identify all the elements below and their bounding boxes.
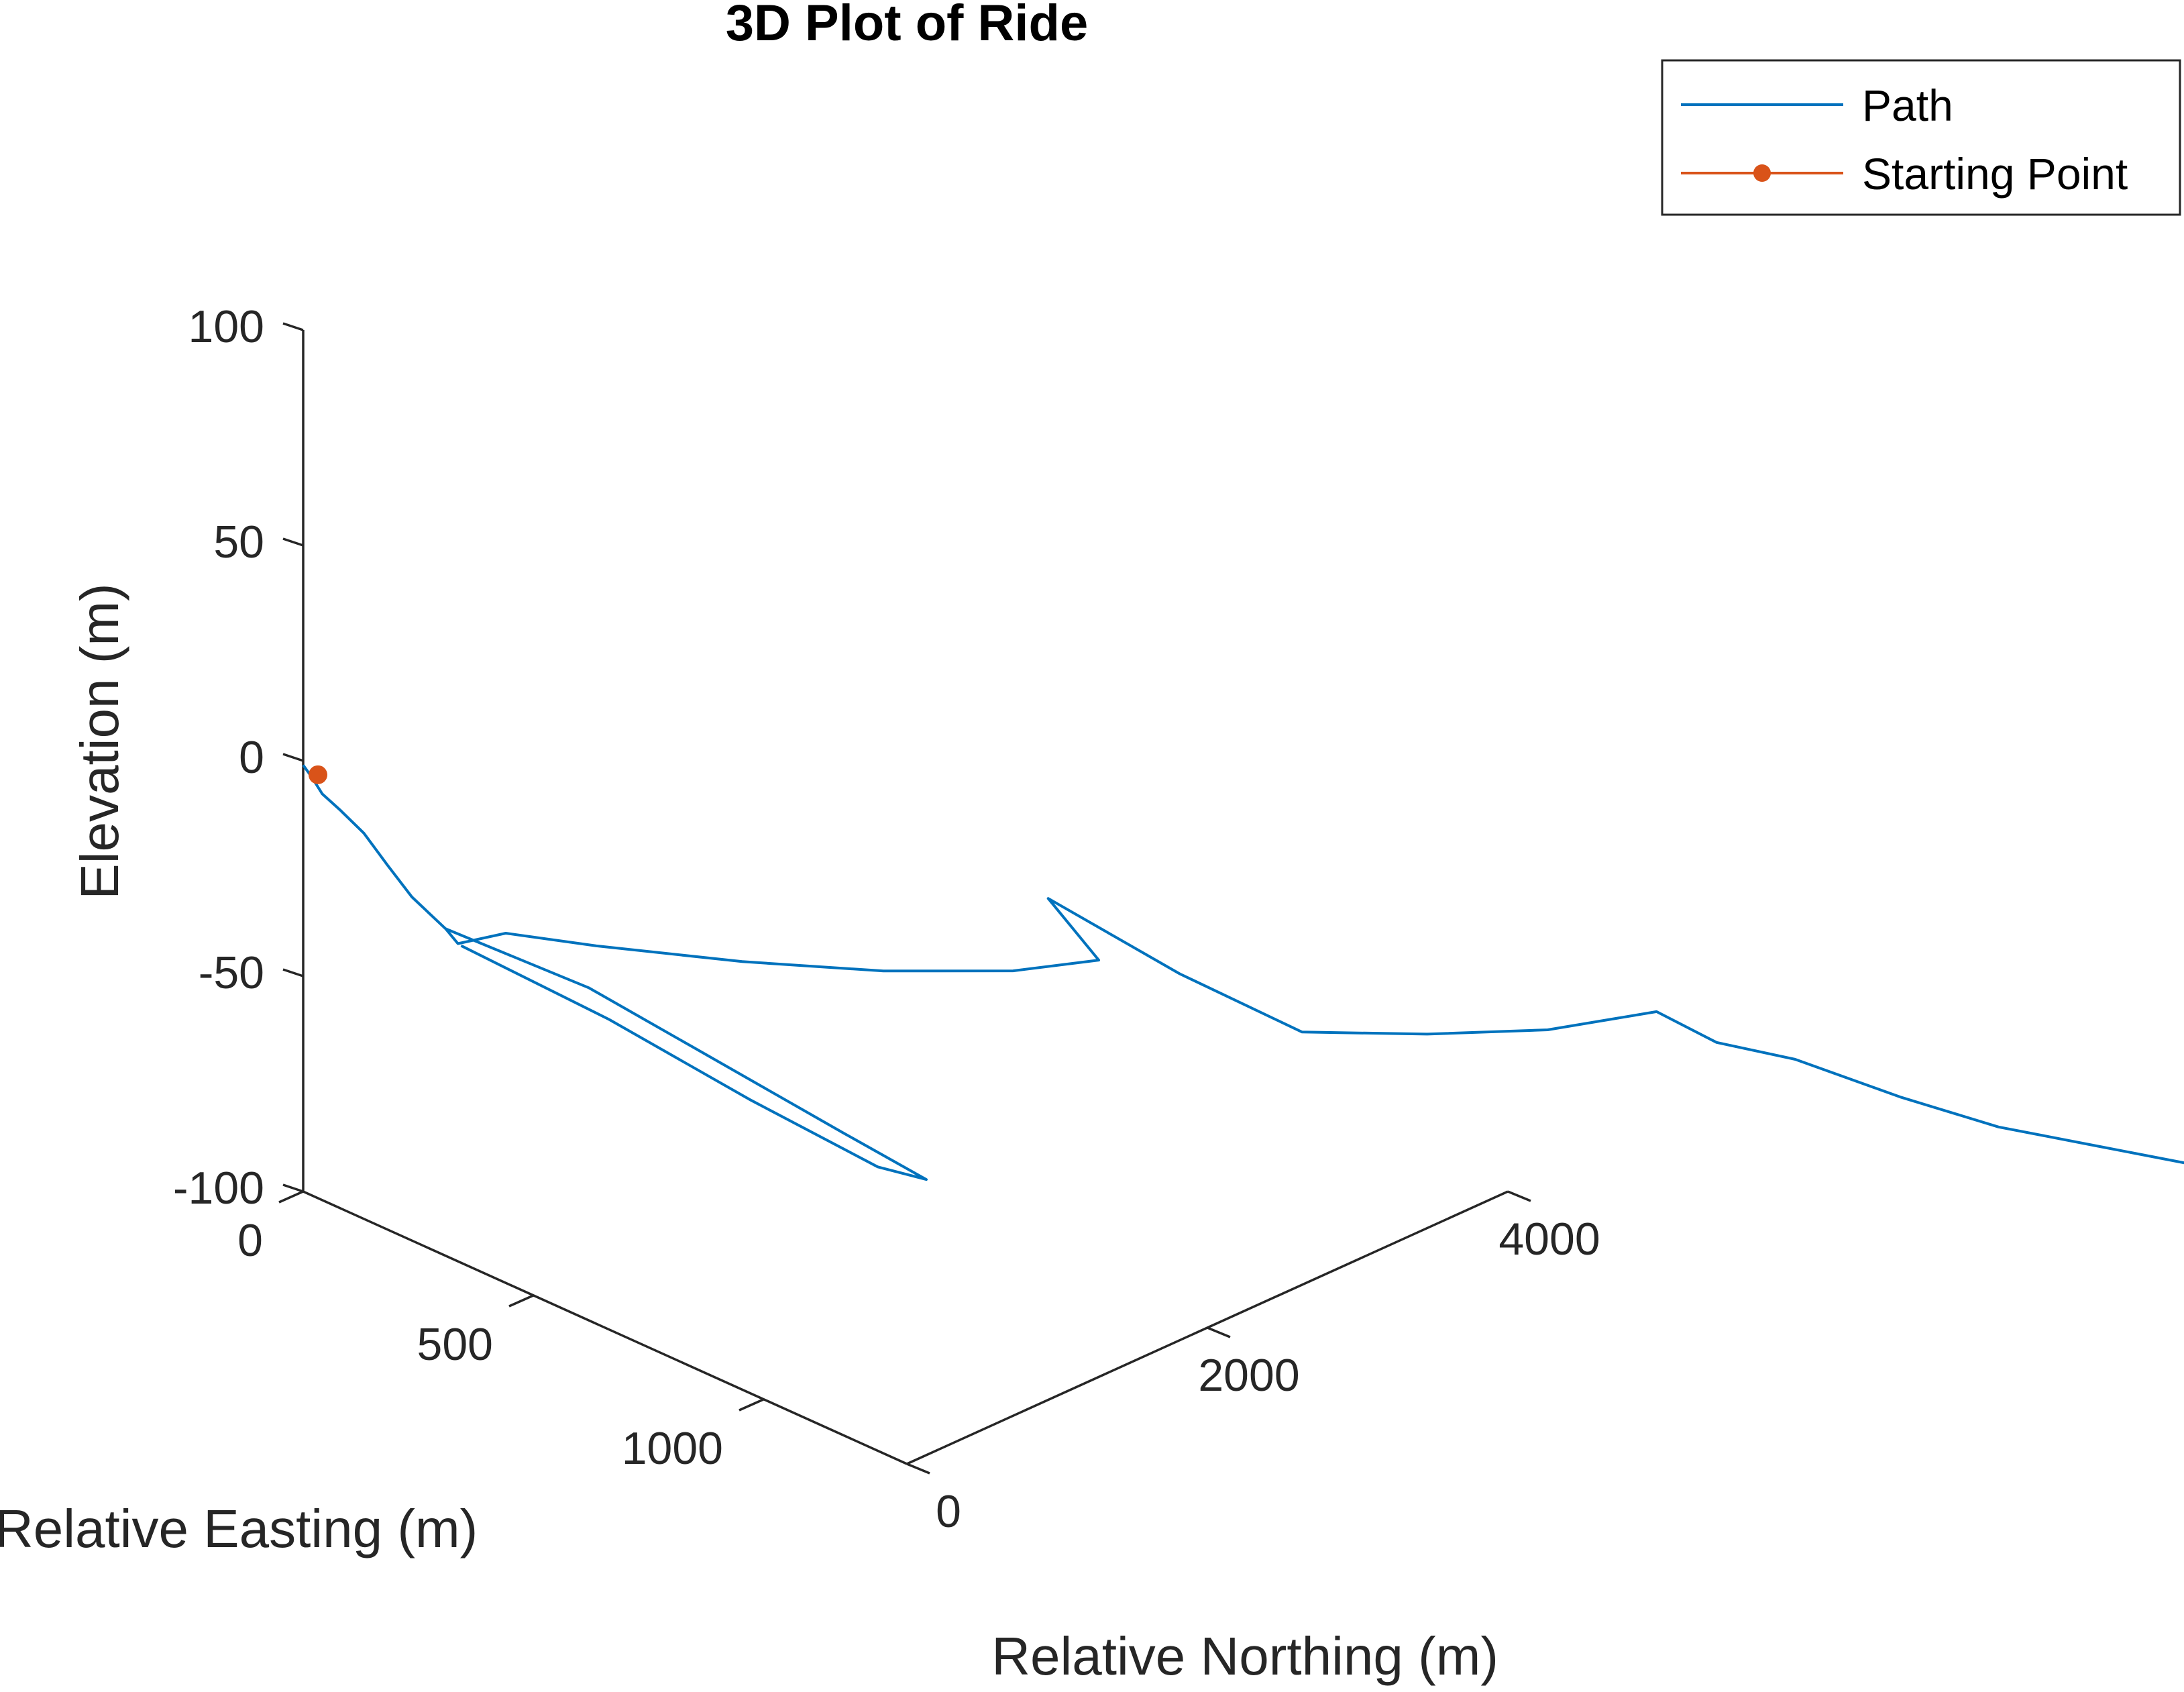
- z-tick-label: 100: [188, 301, 264, 352]
- y-tick-label: 2000: [1198, 1350, 1299, 1401]
- legend-start-label: Starting Point: [1862, 149, 2128, 199]
- x-tick-label: 0: [237, 1215, 263, 1266]
- ticks: [278, 322, 1531, 1475]
- chart-title: 3D Plot of Ride: [726, 0, 1088, 52]
- legend-start-marker: [1753, 164, 1771, 182]
- z-tick-mark: [282, 322, 304, 331]
- x-tick-label: 1000: [622, 1423, 723, 1474]
- legend-box: [1661, 59, 2181, 216]
- starting-point-marker: [309, 765, 327, 784]
- y-axis-label: Relative Northing (m): [991, 1626, 1498, 1686]
- path-series-branch: [445, 927, 928, 1181]
- y-tick-label: 4000: [1498, 1214, 1600, 1265]
- z-tick-mark: [282, 968, 304, 977]
- z-tick-label: -100: [173, 1163, 264, 1214]
- legend-path-label: Path: [1862, 81, 1953, 130]
- x-tick-label: 500: [417, 1319, 493, 1370]
- z-tick-label: -50: [199, 947, 264, 998]
- y-tick-mark: [906, 1463, 930, 1475]
- y-tick-label: 0: [936, 1486, 961, 1537]
- x-tick-mark: [508, 1294, 534, 1308]
- z-tick-mark: [282, 537, 304, 547]
- x-tick-mark: [739, 1398, 764, 1412]
- z-tick-mark: [282, 1183, 304, 1193]
- z-tick-label: 50: [213, 517, 264, 568]
- z-tick-mark: [282, 753, 304, 762]
- plot-area: [302, 764, 2184, 1181]
- z-tick-label: 0: [239, 732, 264, 783]
- path-series-line: [302, 764, 2184, 1165]
- axes: [302, 330, 1509, 1465]
- x-axis-label: Relative Easting (m): [0, 1499, 478, 1558]
- z-axis-label: Elevation (m): [70, 583, 129, 899]
- x-axis-line: [303, 1190, 908, 1465]
- y-tick-mark: [1507, 1190, 1531, 1202]
- y-tick-mark: [1207, 1326, 1231, 1338]
- legend: Path Starting Point: [1661, 59, 2181, 216]
- x-tick-mark: [278, 1190, 304, 1204]
